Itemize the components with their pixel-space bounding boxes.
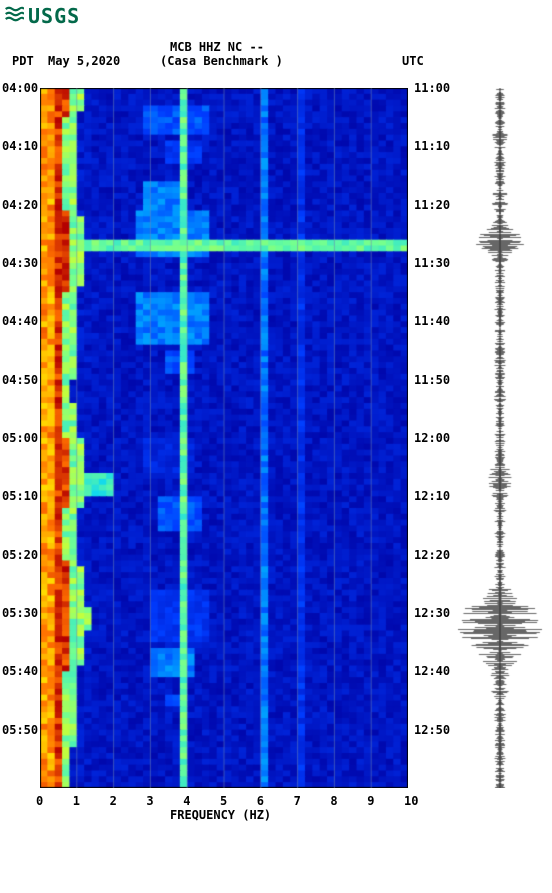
left-time-tick: 05:00 xyxy=(2,431,38,445)
left-time-tick: 04:00 xyxy=(2,81,38,95)
left-time-tick: 04:20 xyxy=(2,198,38,212)
x-tick: 9 xyxy=(367,794,374,808)
tz-left-label: PDT xyxy=(12,54,34,68)
right-time-tick: 11:20 xyxy=(414,198,450,212)
x-tick: 0 xyxy=(36,794,43,808)
x-tick: 4 xyxy=(183,794,190,808)
left-time-tick: 04:40 xyxy=(2,314,38,328)
right-time-tick: 12:10 xyxy=(414,489,450,503)
right-time-tick: 12:50 xyxy=(414,723,450,737)
x-axis-label: FREQUENCY (HZ) xyxy=(170,808,271,822)
x-tick: 8 xyxy=(330,794,337,808)
date-label: May 5,2020 xyxy=(48,54,120,68)
site-label: (Casa Benchmark ) xyxy=(160,54,283,68)
right-time-tick: 12:20 xyxy=(414,548,450,562)
left-time-tick: 04:30 xyxy=(2,256,38,270)
right-time-tick: 11:40 xyxy=(414,314,450,328)
right-time-tick: 11:00 xyxy=(414,81,450,95)
usgs-logo-text: USGS xyxy=(28,4,80,28)
left-time-tick: 05:10 xyxy=(2,489,38,503)
right-time-tick: 11:10 xyxy=(414,139,450,153)
x-tick: 10 xyxy=(404,794,418,808)
x-tick: 5 xyxy=(220,794,227,808)
left-time-tick: 05:30 xyxy=(2,606,38,620)
tz-right-label: UTC xyxy=(402,54,424,68)
x-tick: 1 xyxy=(73,794,80,808)
x-tick: 3 xyxy=(146,794,153,808)
right-time-tick: 11:30 xyxy=(414,256,450,270)
right-time-tick: 12:00 xyxy=(414,431,450,445)
left-time-tick: 04:10 xyxy=(2,139,38,153)
station-label: MCB HHZ NC -- xyxy=(170,40,264,54)
right-time-tick: 12:40 xyxy=(414,664,450,678)
seismic-trace xyxy=(454,88,546,788)
left-time-tick: 05:20 xyxy=(2,548,38,562)
wave-icon xyxy=(4,4,28,28)
right-time-tick: 12:30 xyxy=(414,606,450,620)
usgs-logo: USGS xyxy=(4,4,80,28)
left-time-tick: 05:50 xyxy=(2,723,38,737)
x-tick: 7 xyxy=(294,794,301,808)
spectrogram xyxy=(40,88,408,788)
left-time-tick: 05:40 xyxy=(2,664,38,678)
x-tick: 6 xyxy=(257,794,264,808)
page-root: USGS PDT May 5,2020 MCB HHZ NC -- (Casa … xyxy=(0,0,552,893)
left-time-tick: 04:50 xyxy=(2,373,38,387)
right-time-tick: 11:50 xyxy=(414,373,450,387)
x-tick: 2 xyxy=(110,794,117,808)
